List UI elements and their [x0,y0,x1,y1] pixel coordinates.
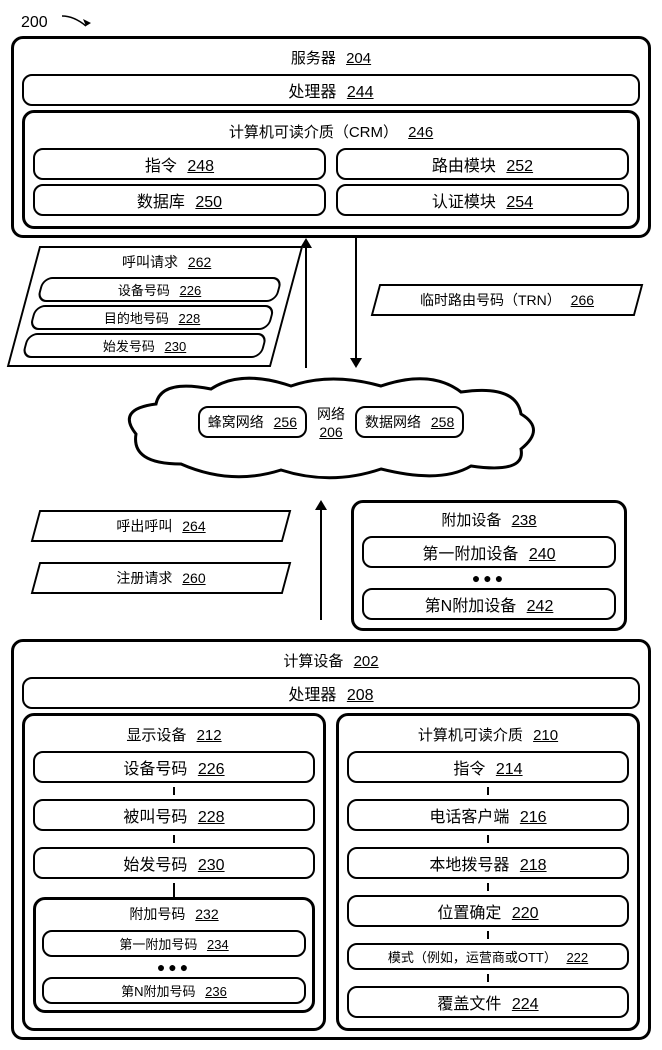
additional-numbers-title: 附加号码 232 [42,902,306,926]
location-determination: 位置确定 220 [347,895,629,927]
display-device-num: 设备号码 226 [33,751,315,783]
first-additional-device: 第一附加设备 240 [362,536,616,568]
first-additional-number: 第一附加号码 234 [42,930,306,957]
call-request-dest: 目的地号码 228 [29,305,276,330]
display-device-title: 显示设备 212 [33,722,315,747]
network-label: 网络 206 [317,404,345,440]
figure-number: 200 [21,14,651,32]
nth-additional-number: 第N附加号码 236 [42,977,306,1004]
connector-line [487,931,489,939]
cellular-network: 蜂窝网络 256 [198,406,307,438]
additional-numbers-box: 附加号码 232 第一附加号码 234 ●●● 第N附加号码 236 [33,897,315,1013]
server-auth-module: 认证模块 254 [336,184,629,216]
call-request-orig: 始发号码 230 [21,333,268,358]
phone-client: 电话客户端 216 [347,799,629,831]
server-processor: 处理器 244 [22,74,640,106]
register-request-box: 注册请求 260 [31,562,292,594]
server-routing-module: 路由模块 252 [336,148,629,180]
server-box: 服务器 204 处理器 244 计算机可读介质（CRM） 246 指令 248 … [11,36,651,238]
device-crm-box: 计算机可读介质 210 指令 214 电话客户端 216 本地拨号器 218 [336,713,640,1031]
connector-line [487,835,489,843]
server-crm-title: 计算机可读介质（CRM） 246 [33,119,629,144]
computing-device-title: 计算设备 202 [22,648,640,673]
data-network: 数据网络 258 [355,406,464,438]
additional-devices-box: 附加设备 238 第一附加设备 240 ●●● 第N附加设备 242 [351,500,627,631]
connector-line [487,787,489,795]
call-request-device: 设备号码 226 [36,277,283,302]
call-request-box: 呼叫请求 262 设备号码 226 目的地号码 228 始发号码 230 [7,246,303,367]
server-database: 数据库 250 [33,184,326,216]
server-title: 服务器 204 [22,45,640,70]
computing-device-box: 计算设备 202 处理器 208 显示设备 212 设备号码 226 被叫号码 [11,639,651,1040]
network-cloud: 蜂窝网络 256 网络 206 数据网络 258 [11,374,651,494]
additional-devices-title: 附加设备 238 [362,507,616,532]
dots-icon: ●●● [42,961,306,973]
display-called-num: 被叫号码 228 [33,799,315,831]
connector-line [173,883,175,897]
nth-additional-device: 第N附加设备 242 [362,588,616,620]
server-crm-box: 计算机可读介质（CRM） 246 指令 248 数据库 250 路由模块 [22,110,640,229]
connector-line [487,883,489,891]
display-orig-num: 始发号码 230 [33,847,315,879]
arrow-down-right [345,238,367,368]
connector-line [173,787,175,795]
connector-line [173,835,175,843]
device-instructions: 指令 214 [347,751,629,783]
mode: 模式（例如，运营商或OTT） 222 [347,943,629,970]
call-request-title: 呼叫请求 262 [47,252,287,274]
figure-number-text: 200 [21,14,48,31]
local-dialer: 本地拨号器 218 [347,847,629,879]
arrow-up-center [310,500,332,620]
outgoing-call-box: 呼出呼叫 264 [31,510,292,542]
server-instructions: 指令 248 [33,148,326,180]
trn-box: 临时路由号码（TRN） 266 [371,284,644,316]
overlay-file: 覆盖文件 224 [347,986,629,1018]
connector-line [487,974,489,982]
dots-icon: ●●● [362,572,616,584]
display-device-box: 显示设备 212 设备号码 226 被叫号码 228 始发号码 230 [22,713,326,1031]
device-crm-title: 计算机可读介质 210 [347,722,629,747]
computing-device-processor: 处理器 208 [22,677,640,709]
